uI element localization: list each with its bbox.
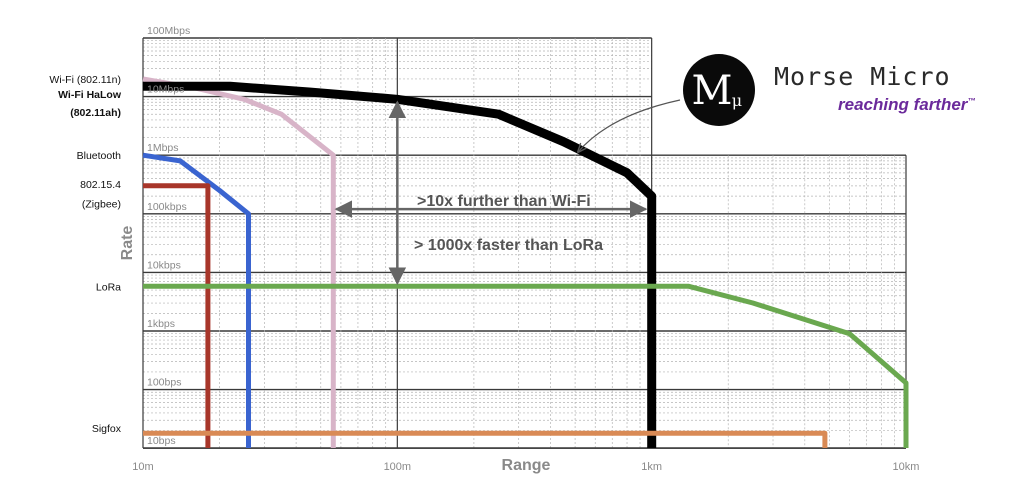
series-line-802-15-4-zigbee-	[143, 183, 211, 448]
tagline-text: reaching farther	[838, 95, 968, 114]
series-label: Bluetooth	[77, 150, 122, 162]
y-tick-label: 1Mbps	[147, 142, 179, 154]
logo-letter: M	[692, 68, 733, 114]
annotations: >10x further than Wi-Fi > 1000x faster th…	[334, 99, 681, 286]
y-tick-label: 1kbps	[147, 318, 175, 330]
series-label: LoRa	[96, 281, 121, 293]
series-lines	[142, 76, 909, 448]
y-tick-label: 10bps	[147, 435, 176, 447]
range-annotation: >10x further than Wi-Fi	[417, 193, 591, 210]
logo-subscript: μ	[732, 91, 742, 110]
trademark-mark: ™	[967, 96, 976, 106]
series-line-sigfox	[143, 430, 828, 448]
x-tick-label: 100m	[384, 461, 412, 473]
series-label: Wi-Fi (802.11n)	[49, 74, 121, 86]
grid	[142, 37, 907, 449]
x-tick-label: 10m	[132, 461, 153, 473]
series-line-lora	[143, 283, 909, 448]
series-label: (802.11ah)	[70, 107, 121, 119]
y-tick-label: 100bps	[147, 377, 181, 389]
series-label: Sigfox	[92, 423, 122, 435]
x-axis-label: Range	[502, 457, 551, 474]
series-line-wi-fi-halow-802-11ah-	[143, 81, 657, 448]
y-axis-label: Rate	[119, 226, 136, 261]
rate-annotation: > 1000x faster than LoRa	[414, 237, 603, 254]
brand-name: Morse Micro	[774, 62, 951, 91]
y-tick-label: 100kbps	[147, 201, 187, 213]
series-line-bluetooth	[142, 152, 251, 448]
y-tick-label: 100Mbps	[147, 25, 190, 37]
y-tick-label: 10Mbps	[147, 84, 184, 96]
series-label: Wi-Fi HaLow	[58, 89, 122, 101]
morse-micro-logo-icon: M μ	[683, 54, 755, 126]
logo-pointer-arrow	[578, 99, 681, 152]
brand-tagline: reaching farther™	[838, 95, 975, 115]
axis-labels: 100Mbps 10Mbps 1Mbps 100kbps 10kbps 1kbps 100b…	[49, 25, 919, 474]
y-tick-label: 10kbps	[147, 259, 181, 271]
series-label: 802.15.4	[80, 179, 121, 191]
x-tick-label: 1km	[641, 461, 662, 473]
series-label: (Zigbee)	[82, 198, 121, 210]
x-tick-label: 10km	[893, 461, 920, 473]
